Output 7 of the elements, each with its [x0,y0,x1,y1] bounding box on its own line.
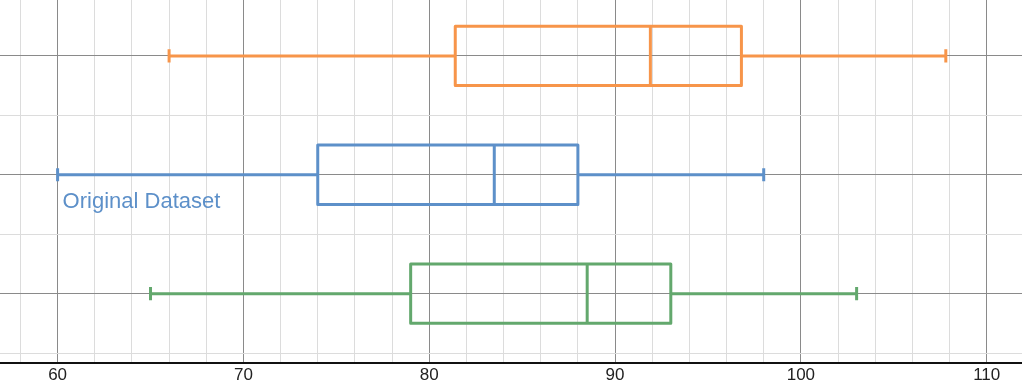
x-tick-label: 80 [419,365,439,385]
x-tick-label: 110 [973,365,1001,385]
x-tick-label: 90 [605,365,625,385]
x-tick-label: 70 [233,365,253,385]
annotation: Original Dataset [62,187,221,213]
x-tick-label: 100 [786,365,816,385]
x-tick-label: 60 [48,365,68,385]
